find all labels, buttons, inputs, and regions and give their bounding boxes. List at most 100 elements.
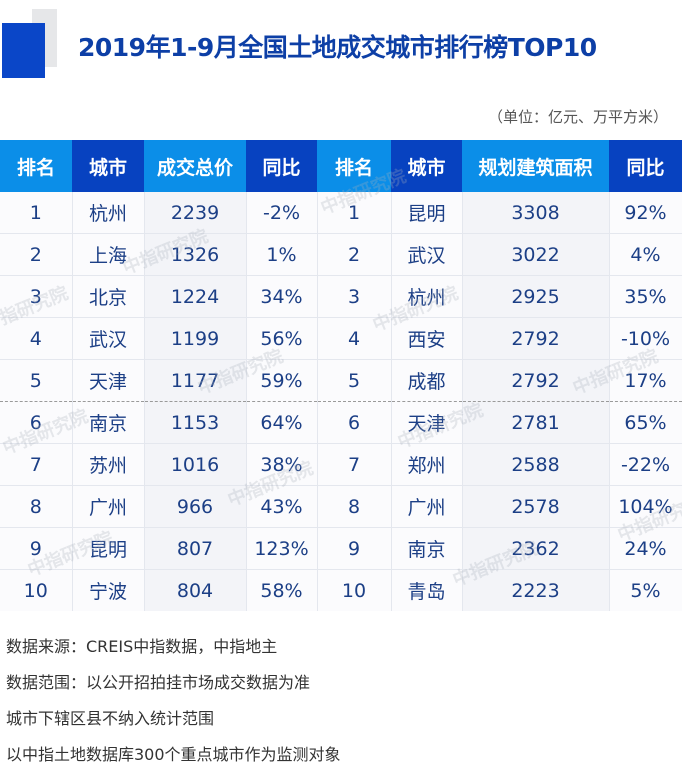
total-price-cell: 1177 — [144, 359, 247, 402]
city-cell: 广州 — [72, 485, 145, 528]
yoy-cell: 92% — [609, 192, 682, 234]
planned-area-cell: 2792 — [462, 317, 610, 360]
planned-area-cell: 2588 — [462, 443, 610, 486]
total-price-cell: 1224 — [144, 275, 247, 318]
rank-cell: 7 — [317, 443, 392, 486]
rank-cell: 4 — [0, 317, 73, 360]
yoy-cell: 4% — [609, 233, 682, 276]
yoy-cell: -2% — [246, 192, 318, 234]
rank-cell: 6 — [0, 401, 73, 444]
yoy-cell: 43% — [246, 485, 318, 528]
rank-cell: 4 — [317, 317, 392, 360]
city-cell: 天津 — [72, 359, 145, 402]
yoy-cell: 58% — [246, 569, 318, 611]
city-cell: 上海 — [72, 233, 145, 276]
city-cell: 昆明 — [72, 527, 145, 570]
table-row: 4 武汉 1199 56% 4 西安 2792 -10% — [0, 317, 682, 360]
planned-area-cell: 2781 — [462, 401, 610, 444]
rank-cell: 10 — [317, 569, 392, 611]
city-cell: 西安 — [391, 317, 463, 360]
col-header-city-a: 城市 — [72, 140, 144, 192]
total-price-cell: 2239 — [144, 192, 247, 234]
yoy-cell: -10% — [609, 317, 682, 360]
total-price-cell: 1326 — [144, 233, 247, 276]
rank-cell: 7 — [0, 443, 73, 486]
rank-cell: 2 — [0, 233, 73, 276]
yoy-cell: 38% — [246, 443, 318, 486]
city-cell: 北京 — [72, 275, 145, 318]
total-price-cell: 966 — [144, 485, 247, 528]
planned-area-cell: 3308 — [462, 192, 610, 234]
unit-label: （单位：亿元、万平方米） — [487, 108, 668, 126]
col-header-total-price: 成交总价 — [144, 140, 246, 192]
yoy-cell: 17% — [609, 359, 682, 402]
total-price-cell: 807 — [144, 527, 247, 570]
col-header-rank-a: 排名 — [0, 140, 72, 192]
total-price-cell: 804 — [144, 569, 247, 611]
total-price-cell: 1016 — [144, 443, 247, 486]
city-cell: 苏州 — [72, 443, 145, 486]
city-cell: 杭州 — [72, 192, 145, 234]
table-row: 2 上海 1326 1% 2 武汉 3022 4% — [0, 233, 682, 276]
note-scope: 数据范围：以公开招拍挂市场成交数据为准 — [6, 673, 311, 692]
rank-cell: 9 — [0, 527, 73, 570]
city-cell: 武汉 — [72, 317, 145, 360]
planned-area-cell: 2578 — [462, 485, 610, 528]
rank-cell: 2 — [317, 233, 392, 276]
yoy-cell: 64% — [246, 401, 318, 444]
city-cell: 南京 — [72, 401, 145, 444]
table-row: 9 昆明 807 123% 9 南京 2362 24% — [0, 527, 682, 570]
yoy-cell: 56% — [246, 317, 318, 360]
logo-front-square — [2, 23, 45, 78]
city-cell: 武汉 — [391, 233, 463, 276]
yoy-cell: 59% — [246, 359, 318, 402]
city-cell: 宁波 — [72, 569, 145, 611]
col-header-yoy-b: 同比 — [609, 140, 682, 192]
rank-cell: 3 — [317, 275, 392, 318]
rank-cell: 1 — [317, 192, 392, 234]
total-price-cell: 1153 — [144, 401, 247, 444]
page-title: 2019年1-9月全国土地成交城市排行榜TOP10 — [78, 33, 597, 62]
table-row: 1 杭州 2239 -2% 1 昆明 3308 92% — [0, 192, 682, 234]
planned-area-cell: 2362 — [462, 527, 610, 570]
yoy-cell: 123% — [246, 527, 318, 570]
table-row: 7 苏州 1016 38% 7 郑州 2588 -22% — [0, 443, 682, 486]
city-cell: 成都 — [391, 359, 463, 402]
city-cell: 郑州 — [391, 443, 463, 486]
col-header-city-b: 城市 — [391, 140, 462, 192]
col-header-planned-area: 规划建筑面积 — [462, 140, 609, 192]
rank-cell: 8 — [317, 485, 392, 528]
planned-area-cell: 2792 — [462, 359, 610, 402]
city-cell: 杭州 — [391, 275, 463, 318]
note-exclusion: 城市下辖区县不纳入统计范围 — [6, 709, 215, 728]
table-row: 6 南京 1153 64% 6 天津 2781 65% — [0, 401, 682, 444]
yoy-cell: 35% — [609, 275, 682, 318]
rank-cell: 8 — [0, 485, 73, 528]
table-row: 8 广州 966 43% 8 广州 2578 104% — [0, 485, 682, 528]
rank-cell: 6 — [317, 401, 392, 444]
col-header-yoy-a: 同比 — [246, 140, 317, 192]
planned-area-cell: 2223 — [462, 569, 610, 611]
rank-cell: 10 — [0, 569, 73, 611]
rank-cell: 1 — [0, 192, 73, 234]
rank-cell: 9 — [317, 527, 392, 570]
city-cell: 青岛 — [391, 569, 463, 611]
city-cell: 昆明 — [391, 192, 463, 234]
rank-cell: 5 — [0, 359, 73, 402]
ranking-table: 排名 城市 成交总价 同比 排名 城市 规划建筑面积 同比 1 杭州 2239 -2%… — [0, 140, 682, 611]
note-source: 数据来源：CREIS中指数据，中指地主 — [6, 637, 278, 656]
city-cell: 天津 — [391, 401, 463, 444]
yoy-cell: 104% — [609, 485, 682, 528]
table-header-row: 排名 城市 成交总价 同比 排名 城市 规划建筑面积 同比 — [0, 140, 682, 192]
yoy-cell: 65% — [609, 401, 682, 444]
footnotes: 数据来源：CREIS中指数据，中指地主 数据范围：以公开招拍挂市场成交数据为准 … — [6, 633, 341, 777]
city-cell: 广州 — [391, 485, 463, 528]
planned-area-cell: 3022 — [462, 233, 610, 276]
table-row: 10 宁波 804 58% 10 青岛 2223 5% — [0, 569, 682, 611]
yoy-cell: 24% — [609, 527, 682, 570]
table-row: 3 北京 1224 34% 3 杭州 2925 35% — [0, 275, 682, 318]
total-price-cell: 1199 — [144, 317, 247, 360]
rank-cell: 3 — [0, 275, 73, 318]
yoy-cell: 34% — [246, 275, 318, 318]
note-monitoring: 以中指土地数据库300个重点城市作为监测对象 — [6, 745, 341, 764]
